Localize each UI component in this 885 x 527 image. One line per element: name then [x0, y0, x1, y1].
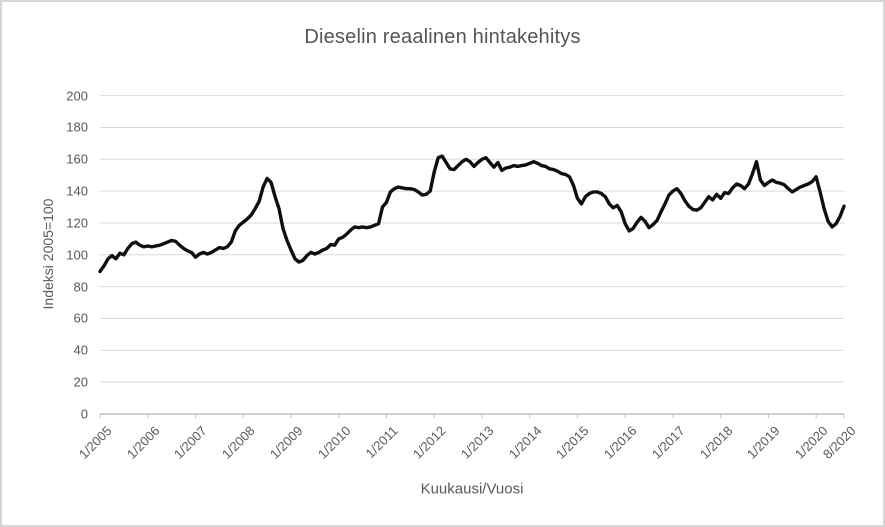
x-axis-title: Kuukausi/Vuosi — [420, 480, 524, 498]
y-tick-label: 160 — [66, 151, 88, 167]
y-tick-label: 120 — [66, 215, 88, 231]
y-tick-label: 0 — [80, 406, 88, 422]
y-tick-label: 40 — [73, 342, 88, 358]
y-tick-label: 200 — [66, 88, 88, 104]
y-tick-label: 60 — [73, 310, 88, 326]
chart-title: Dieselin reaalinen hintakehitys — [304, 26, 581, 48]
y-tick-label: 80 — [73, 279, 88, 295]
price-line-series — [98, 154, 846, 274]
y-tick-label: 140 — [66, 183, 88, 199]
y-tick-label: 180 — [66, 119, 88, 135]
y-axis-title: Indeksi 2005=100 — [40, 198, 56, 310]
y-tick-label: 20 — [73, 374, 88, 390]
y-tick-label: 100 — [66, 247, 88, 263]
